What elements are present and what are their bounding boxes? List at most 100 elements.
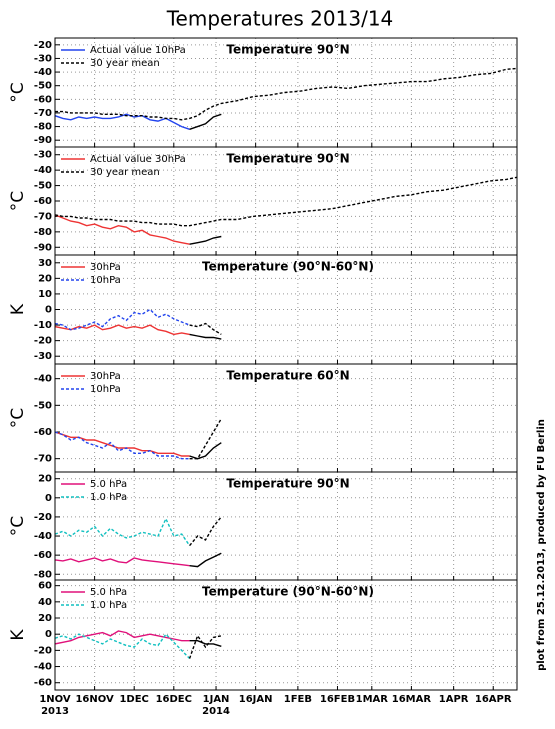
y-tick-label: -40 <box>34 374 52 385</box>
y-tick-label: -50 <box>34 81 52 92</box>
series-line <box>189 640 222 647</box>
y-tick-label: -60 <box>34 550 52 561</box>
y-axis-label: °C <box>8 408 28 428</box>
legend-label: 30hPa <box>90 262 121 273</box>
y-tick-label: -70 <box>34 454 52 465</box>
series-line <box>189 516 222 547</box>
series-line <box>189 418 222 460</box>
panel-title: Temperature 90°N <box>226 477 349 491</box>
legend-label: 30 year mean <box>90 58 160 69</box>
y-tick-label: -80 <box>34 569 52 580</box>
y-tick-label: 20 <box>38 474 52 485</box>
x-tick-label: 1DEC <box>119 694 148 705</box>
series-line <box>55 431 190 457</box>
y-tick-label: -30 <box>34 53 52 64</box>
legend-label: 10hPa <box>90 275 121 286</box>
panel-title: Temperature 90°N <box>226 43 349 57</box>
y-tick-label: -20 <box>34 336 52 347</box>
series-line <box>55 431 190 460</box>
x-tick-label: 1APR <box>439 694 469 705</box>
series-line <box>55 633 191 659</box>
y-tick-label: 0 <box>45 629 52 640</box>
panel-title: Temperature (90°N-60°N) <box>202 260 374 274</box>
y-tick-label: 0 <box>45 305 52 316</box>
y-tick-label: 0 <box>45 493 52 504</box>
chart-title: Temperatures 2013/14 <box>166 7 394 31</box>
y-tick-label: -20 <box>34 512 52 523</box>
series-line <box>55 517 191 546</box>
y-tick-label: -60 <box>34 678 52 689</box>
legend-label: 1.0 hPa <box>90 492 127 503</box>
series-line <box>189 113 222 130</box>
y-axis-label: K <box>8 303 28 315</box>
legend-label: Actual value 10hPa <box>90 45 186 56</box>
y-tick-label: -40 <box>34 531 52 542</box>
x-tick-label: 1JAN <box>203 694 230 705</box>
panel-title: Temperature 60°N <box>226 369 349 383</box>
y-tick-label: -40 <box>34 67 52 78</box>
series-line <box>188 634 222 659</box>
x-tick-label: 16APR <box>475 694 512 705</box>
y-axis-label: °C <box>8 82 28 102</box>
x-tick-sublabel: 2014 <box>202 706 230 717</box>
y-tick-label: -90 <box>34 242 52 253</box>
y-tick-label: -30 <box>34 351 52 362</box>
y-tick-label: -30 <box>34 150 52 161</box>
legend-label: 5.0 hPa <box>90 587 127 598</box>
series-line <box>55 324 190 336</box>
legend-label: 30hPa <box>90 371 121 382</box>
x-tick-label: 1FEB <box>284 694 312 705</box>
y-axis-label: K <box>8 629 28 641</box>
series-line <box>55 630 190 645</box>
y-tick-label: -50 <box>34 181 52 192</box>
series-line <box>55 214 190 245</box>
x-tick-label: 1MAR <box>356 694 389 705</box>
y-tick-label: -80 <box>34 122 52 133</box>
y-tick-label: -80 <box>34 227 52 238</box>
y-tick-label: 20 <box>38 613 52 624</box>
series-line <box>55 308 190 331</box>
y-tick-label: -90 <box>34 135 52 146</box>
y-tick-label: 60 <box>38 581 52 592</box>
x-tick-label: 1NOV <box>39 694 71 705</box>
series-line <box>55 176 517 227</box>
y-tick-label: 20 <box>38 273 52 284</box>
x-tick-label: 16DEC <box>156 694 192 705</box>
y-tick-label: -60 <box>34 196 52 207</box>
x-tick-label: 16FEB <box>320 694 355 705</box>
series-line <box>189 552 222 568</box>
y-axis-label: °C <box>8 516 28 536</box>
y-tick-label: -50 <box>34 400 52 411</box>
y-tick-label: -60 <box>34 94 52 105</box>
panel-title: Temperature (90°N-60°N) <box>202 585 374 599</box>
series-line <box>189 333 222 340</box>
legend-label: 1.0 hPa <box>90 600 127 611</box>
x-tick-label: 16NOV <box>75 694 114 705</box>
panel-frame <box>54 579 518 691</box>
legend-label: 30 year mean <box>90 167 160 178</box>
x-tick-label: 16JAN <box>239 694 273 705</box>
y-tick-label: -10 <box>34 320 52 331</box>
y-tick-label: -40 <box>34 662 52 673</box>
y-tick-label: -70 <box>34 108 52 119</box>
y-axis-label: °C <box>8 191 28 211</box>
series-line <box>55 557 190 567</box>
y-tick-label: -60 <box>34 427 52 438</box>
y-tick-label: 30 <box>38 258 52 269</box>
legend-label: Actual value 30hPa <box>90 154 186 165</box>
credit-note: plot from 25.12.2013, produced by FU Ber… <box>536 419 547 671</box>
legend-label: 10hPa <box>90 384 121 395</box>
y-tick-label: -20 <box>34 40 52 51</box>
series-line <box>189 235 222 245</box>
x-tick-sublabel: 2013 <box>41 706 69 717</box>
y-tick-label: -40 <box>34 165 52 176</box>
series-line <box>189 322 222 336</box>
legend-label: 5.0 hPa <box>90 479 127 490</box>
y-tick-label: 40 <box>38 597 52 608</box>
series-line <box>189 442 222 460</box>
series-line <box>55 67 517 121</box>
y-tick-label: -20 <box>34 645 52 656</box>
panel-title: Temperature 90°N <box>226 152 349 166</box>
